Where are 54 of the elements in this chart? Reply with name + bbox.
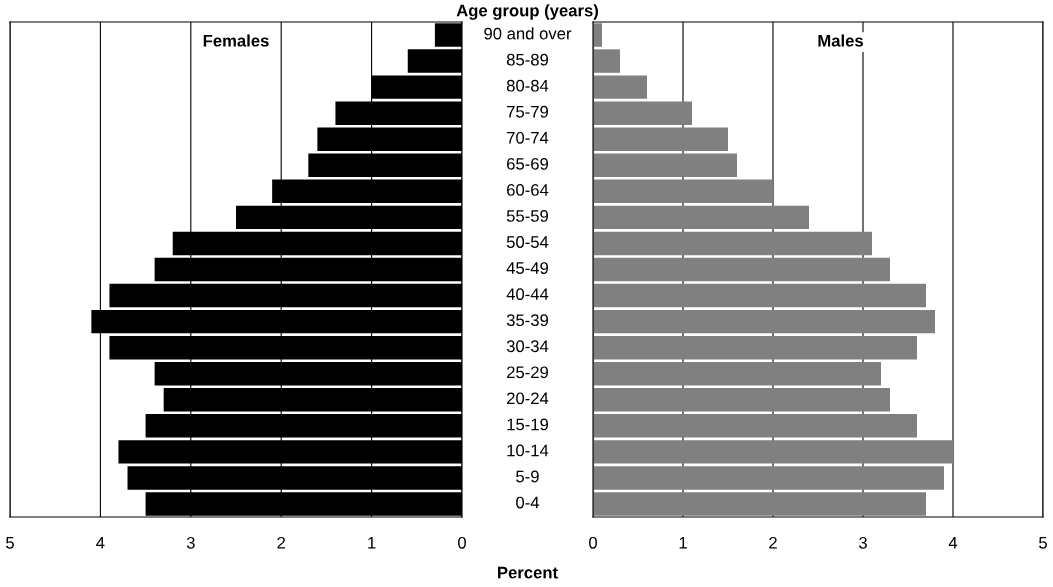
bar	[593, 127, 728, 151]
y-tick-label: 90 and over	[484, 27, 572, 40]
bar	[593, 205, 809, 230]
y-tick-label: 50-54	[506, 236, 549, 248]
bar	[593, 492, 926, 516]
bar	[593, 257, 890, 282]
bar	[593, 23, 602, 47]
y-tick-label: 0-4	[516, 496, 540, 509]
bar	[593, 231, 872, 256]
text: Age group (years)	[456, 4, 598, 20]
x-tick-label: 2	[277, 536, 285, 549]
x-tick-label: 5	[1039, 537, 1047, 549]
bar	[593, 101, 692, 125]
x-tick-label: 1	[679, 537, 687, 549]
y-tick-label: 30-34	[506, 340, 549, 353]
y-tick-label: 15-19	[507, 418, 549, 431]
y-tick-label: 75-79	[507, 105, 549, 118]
y-tick-label: 55-59	[506, 210, 549, 222]
bar	[593, 49, 620, 73]
y-tick-label: 40-44	[506, 288, 549, 301]
x-tick-label: 4	[948, 537, 958, 549]
bar	[593, 361, 881, 386]
y-tick-label: 80-84	[506, 79, 549, 92]
bar	[593, 309, 935, 334]
x-tick-label: 5	[6, 537, 14, 549]
bar	[593, 466, 944, 490]
bar	[593, 283, 926, 308]
y-tick-label: 65-69	[507, 157, 549, 170]
bar	[593, 153, 737, 178]
x-axis-title: Percent	[498, 566, 558, 579]
y-tick-label: 5-9	[516, 470, 539, 483]
x-tick-label: 0	[589, 536, 597, 549]
bar	[593, 335, 917, 360]
y-tick-label: 25-29	[507, 366, 549, 379]
y-tick-label: 20-24	[507, 392, 549, 405]
y-tick-label: 85-89	[506, 53, 549, 66]
x-tick-label: 0	[458, 536, 466, 549]
text: Males	[818, 34, 863, 47]
x-tick-label: 4	[96, 537, 105, 549]
bar	[593, 75, 647, 99]
x-tick-label: 3	[859, 536, 867, 549]
x-tick-label: 1	[368, 537, 376, 549]
bar	[593, 440, 953, 464]
y-tick-label: 35-39	[506, 314, 549, 327]
bar	[593, 179, 773, 204]
bar	[593, 388, 890, 412]
y-tick-label: 70-74	[507, 131, 549, 144]
text: Females	[203, 34, 269, 47]
y-tick-label: 10-14	[507, 444, 549, 457]
y-tick-label: 60-64	[507, 184, 549, 196]
x-tick-label: 3	[186, 536, 195, 549]
x-tick-label: 2	[769, 536, 777, 549]
bar	[593, 414, 917, 438]
y-tick-label: 45-49	[506, 262, 549, 274]
